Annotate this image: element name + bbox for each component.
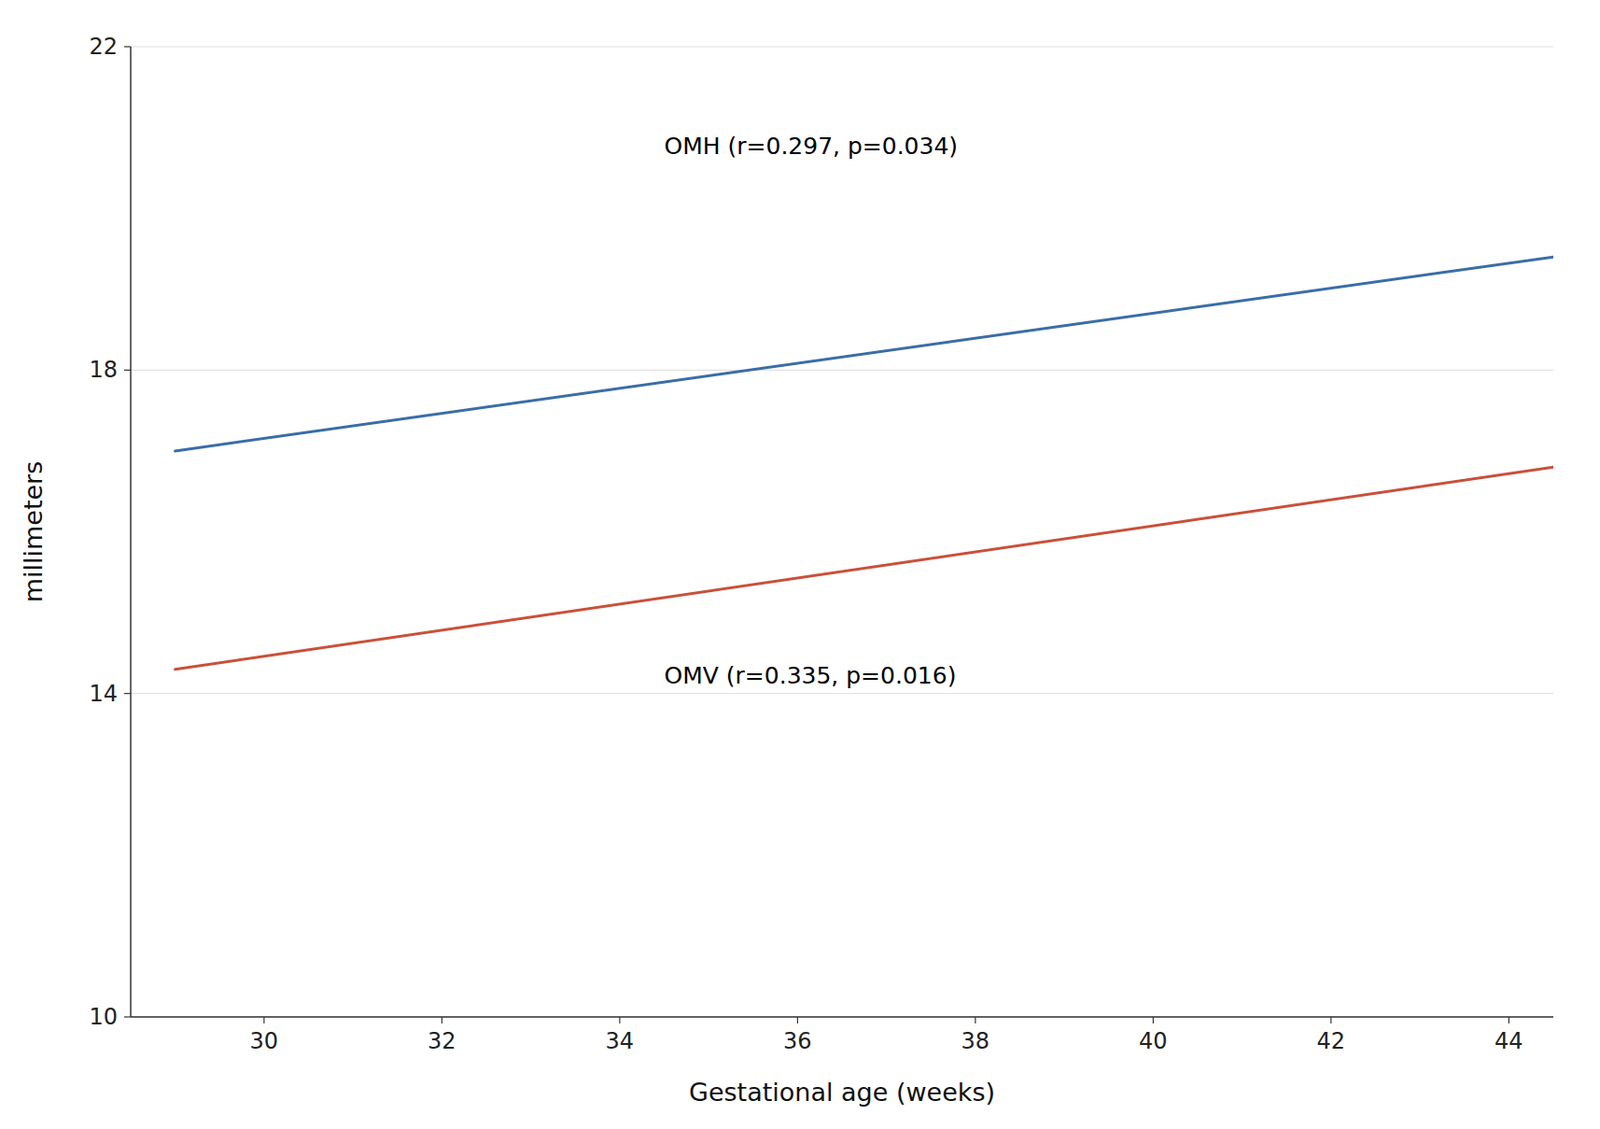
x-tick-label: 42	[1317, 1027, 1347, 1054]
series-group	[175, 256, 1554, 670]
x-tick	[1330, 1016, 1332, 1024]
x-tick-label: 34	[605, 1027, 635, 1054]
x-axis-label: Gestational age (weeks)	[688, 1077, 996, 1107]
x-tick	[974, 1016, 976, 1024]
axes: 30 32 34 36 38 40 42 44 10 14 18 22	[88, 33, 1554, 1054]
series-line	[175, 256, 1554, 451]
y-tick	[124, 369, 131, 371]
x-tick-label: 40	[1138, 1027, 1168, 1054]
x-tick	[1152, 1016, 1154, 1024]
y-tick	[124, 45, 131, 47]
grid	[130, 46, 1554, 1017]
x-tick-label: 32	[427, 1027, 457, 1054]
y-tick-label: 10	[88, 1003, 118, 1030]
x-tick-label: 38	[961, 1027, 991, 1054]
annotation: OMV (r=0.335, p=0.016)	[664, 661, 957, 689]
series-line	[175, 466, 1554, 669]
x-tick	[263, 1016, 265, 1024]
grid-line	[130, 1016, 1554, 1018]
y-axis-line	[129, 46, 132, 1017]
y-tick-label: 22	[88, 33, 118, 60]
x-axis-line	[130, 1015, 1554, 1018]
y-axis-label: millimeters	[18, 461, 48, 604]
x-tick-label: 30	[250, 1027, 280, 1054]
annotations: OMH (r=0.297, p=0.034) OMV (r=0.335, p=0.…	[664, 132, 959, 689]
x-tick-label: 36	[783, 1027, 813, 1054]
annotation: OMH (r=0.297, p=0.034)	[664, 132, 959, 160]
grid-line	[130, 692, 1554, 694]
grid-line	[130, 46, 1554, 48]
grid-line	[130, 369, 1554, 371]
y-tick-label: 14	[88, 680, 118, 707]
x-tick	[1508, 1016, 1510, 1024]
y-tick	[124, 692, 131, 694]
y-tick-label: 18	[88, 356, 118, 383]
y-tick	[124, 1015, 131, 1017]
x-tick	[441, 1016, 443, 1024]
chart: 30 32 34 36 38 40 42 44 10 14 18 22 Gestational age …	[0, 0, 1600, 1129]
x-tick	[797, 1016, 799, 1024]
x-tick	[618, 1016, 620, 1024]
x-tick-label: 44	[1494, 1027, 1524, 1054]
